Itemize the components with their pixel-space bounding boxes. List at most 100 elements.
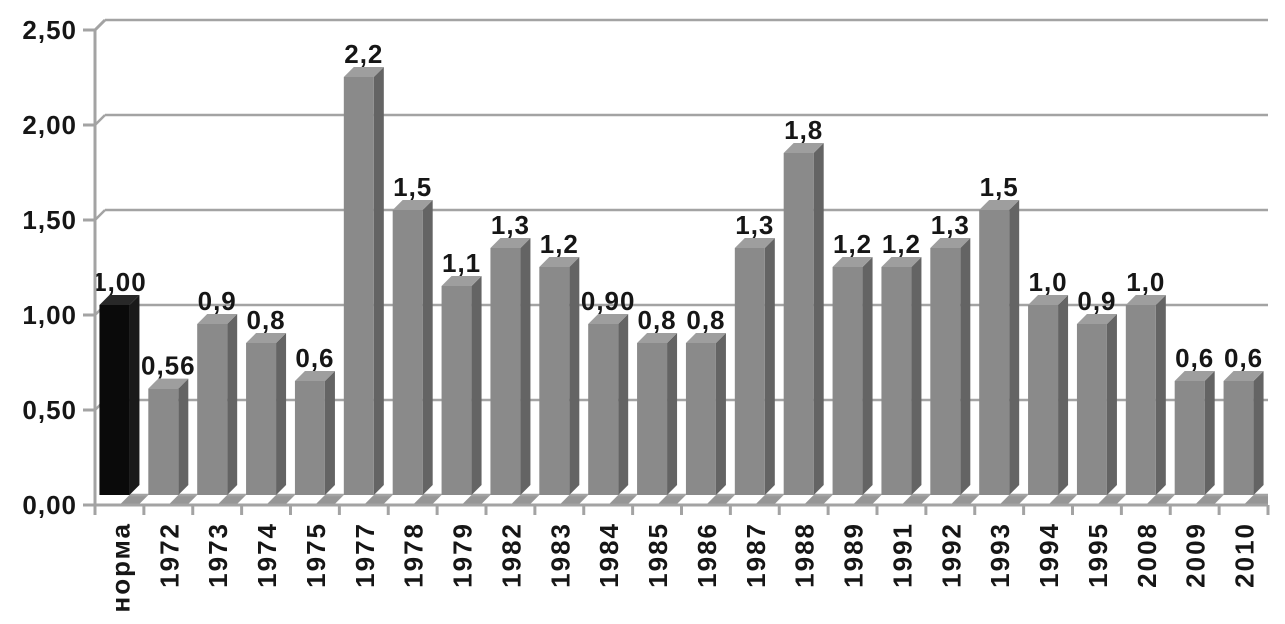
value-label-1995: 0,9 bbox=[1077, 286, 1116, 316]
x-tick-label-1977: 1977 bbox=[350, 522, 380, 588]
bar-top-face bbox=[1174, 371, 1215, 381]
floor-tile bbox=[822, 495, 863, 505]
value-label-norma: 1,00 bbox=[92, 267, 147, 297]
x-tick-label-1974: 1974 bbox=[252, 522, 282, 588]
bar-group-1993: 1,5 1993 bbox=[969, 172, 1020, 588]
bar-front-face bbox=[637, 343, 668, 495]
x-tick-label-1992: 1992 bbox=[936, 522, 966, 588]
bar-side-face bbox=[1253, 371, 1264, 495]
floor-tile bbox=[138, 495, 179, 505]
value-label-1991: 1,2 bbox=[882, 229, 921, 259]
bar-group-1978: 1,5 1978 bbox=[382, 172, 433, 588]
bar-side-face bbox=[422, 200, 433, 495]
bar-side-face bbox=[715, 333, 726, 495]
x-tick-label-1972: 1972 bbox=[154, 522, 184, 588]
bar-group-2010: 0,6 2010 bbox=[1213, 343, 1264, 588]
bar-top-face bbox=[343, 67, 384, 77]
y-tick-label-0,00: 0,00 bbox=[22, 490, 77, 520]
bar-front-face bbox=[979, 210, 1010, 495]
value-label-1978: 1,5 bbox=[393, 172, 432, 202]
bar-front-face bbox=[930, 248, 961, 495]
value-label-1985: 0,8 bbox=[637, 305, 676, 335]
floor-tile bbox=[431, 495, 472, 505]
axis-top-bend bbox=[93, 18, 107, 32]
floor-tile bbox=[236, 495, 277, 505]
value-label-1983: 1,2 bbox=[540, 229, 579, 259]
bar-side-face bbox=[569, 257, 580, 495]
value-label-1979: 1,1 bbox=[442, 248, 481, 278]
bar-top-face bbox=[930, 238, 971, 248]
floor-tile bbox=[284, 495, 325, 505]
bar-front-face bbox=[685, 343, 716, 495]
bar-front-face bbox=[1223, 381, 1254, 495]
floor-tile bbox=[871, 495, 912, 505]
floor-tile bbox=[382, 495, 423, 505]
x-tick-label-1987: 1987 bbox=[741, 522, 771, 588]
bar-side-face bbox=[1204, 371, 1215, 495]
value-label-1994: 1,0 bbox=[1028, 267, 1067, 297]
x-tick-label-1985: 1985 bbox=[643, 522, 673, 588]
value-label-1988: 1,8 bbox=[784, 115, 823, 145]
floor-tile bbox=[1018, 495, 1059, 505]
bar-top-face bbox=[539, 257, 580, 267]
bar-front-face bbox=[197, 324, 228, 495]
floor-tile bbox=[1115, 495, 1156, 505]
x-tick-label-1983: 1983 bbox=[545, 522, 575, 588]
bar-front-face bbox=[734, 248, 765, 495]
bar-top-face bbox=[1076, 314, 1117, 324]
bar-top-face bbox=[685, 333, 726, 343]
x-tick-label-1994: 1994 bbox=[1034, 522, 1064, 588]
bar-top-face bbox=[1125, 295, 1166, 305]
bar-group-1972: 0,56 1972 bbox=[138, 351, 195, 588]
bar-top-face bbox=[148, 378, 189, 389]
bar-front-face bbox=[1028, 305, 1059, 495]
value-label-1973: 0,9 bbox=[198, 286, 237, 316]
bar-front-face bbox=[246, 343, 277, 495]
bar-side-face bbox=[129, 295, 140, 495]
bar-front-face bbox=[441, 286, 472, 495]
bar-group-1986: 0,8 1986 bbox=[675, 305, 726, 588]
bar-top-face bbox=[734, 238, 775, 248]
bar-group-1982: 1,3 1982 bbox=[480, 210, 531, 588]
bar-side-face bbox=[276, 333, 287, 495]
bar-front-face bbox=[1125, 305, 1156, 495]
value-label-1972: 0,56 bbox=[141, 351, 196, 381]
bar-top-face bbox=[294, 371, 335, 381]
y-tick-label-0,50: 0,50 bbox=[22, 395, 77, 425]
y-tick-label-1,00: 1,00 bbox=[22, 300, 77, 330]
bar-group-1975: 0,6 1975 bbox=[284, 343, 335, 588]
bar-front-face bbox=[343, 77, 374, 495]
bar-group-1985: 0,8 1985 bbox=[627, 305, 678, 588]
bar-group-2008: 1,0 2008 bbox=[1115, 267, 1166, 588]
bar-group-1983: 1,2 1983 bbox=[529, 229, 580, 588]
value-label-1977: 2,2 bbox=[344, 39, 383, 69]
floor-tile bbox=[627, 495, 668, 505]
x-tick-label-1995: 1995 bbox=[1083, 522, 1113, 588]
bar-group-1987: 1,3 1987 bbox=[724, 210, 775, 588]
floor-tile bbox=[1213, 495, 1254, 505]
floor-tile bbox=[89, 495, 130, 505]
gridline-bend bbox=[94, 209, 106, 221]
bar-side-face bbox=[911, 257, 922, 495]
bar-group-1974: 0,8 1974 bbox=[236, 305, 287, 588]
bar-side-face bbox=[960, 238, 971, 495]
bar-front-face bbox=[490, 248, 521, 495]
x-tick-label-2008: 2008 bbox=[1132, 522, 1162, 588]
value-label-1974: 0,8 bbox=[246, 305, 285, 335]
floor-tile bbox=[529, 495, 570, 505]
value-label-1993: 1,5 bbox=[980, 172, 1019, 202]
gridline-bend bbox=[94, 114, 106, 126]
floor-tile bbox=[1164, 495, 1205, 505]
value-label-2010: 0,6 bbox=[1224, 343, 1263, 373]
bar-group-1991: 1,2 1991 bbox=[871, 229, 922, 588]
bar-top-face bbox=[588, 314, 629, 324]
value-label-1987: 1,3 bbox=[735, 210, 774, 240]
value-label-1986: 0,8 bbox=[686, 305, 725, 335]
x-tick-label-1989: 1989 bbox=[839, 522, 869, 588]
bar-front-face bbox=[1076, 324, 1107, 495]
floor-tile bbox=[724, 495, 765, 505]
value-label-1982: 1,3 bbox=[491, 210, 530, 240]
x-tick-label-1979: 1979 bbox=[448, 522, 478, 588]
